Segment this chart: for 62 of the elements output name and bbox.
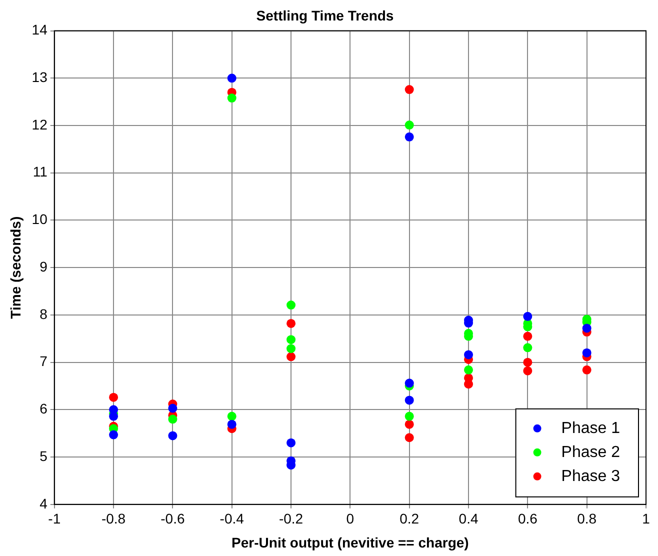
point (404, 378, 414, 388)
x-tick-label: -0.2 (278, 510, 304, 527)
y-tick-label: 14 (32, 22, 48, 38)
y-axis-title: Time (seconds) (7, 216, 24, 319)
point (168, 414, 178, 424)
x-tick-label: 1 (642, 510, 650, 527)
point (404, 396, 414, 405)
y-tick-label: 12 (32, 116, 48, 132)
x-axis-title: Per-Unit output (nevitive == charge) (232, 534, 469, 550)
x-tick-label: 0.4 (458, 510, 478, 527)
point (168, 404, 178, 413)
point (523, 358, 532, 367)
x-tick-label: 0.6 (518, 510, 538, 527)
legend-label: Phase 2 (561, 444, 620, 461)
y-tick-label: 8 (40, 306, 48, 322)
x-tick-label: -1 (48, 510, 61, 527)
point (404, 420, 414, 429)
y-tick-label: 9 (40, 258, 48, 274)
point (464, 380, 474, 389)
point (286, 335, 296, 344)
point (109, 392, 118, 402)
point (582, 348, 592, 358)
point (523, 366, 532, 376)
y-tick-label: 6 (40, 400, 48, 417)
x-tick-label: 0.2 (400, 510, 420, 527)
point (168, 431, 178, 440)
y-tick-label: 11 (32, 164, 48, 180)
x-tick-label: -0.6 (160, 510, 185, 527)
point (286, 344, 296, 354)
x-tick-label: -0.4 (220, 510, 244, 527)
y-tick-label: 7 (40, 353, 48, 370)
x-tick-label: -0.8 (101, 510, 126, 527)
point (227, 412, 236, 421)
legend-label: Phase 3 (561, 468, 620, 485)
point (227, 420, 236, 429)
point (286, 300, 296, 310)
point (109, 430, 118, 440)
y-tick-label: 13 (32, 69, 48, 86)
point (227, 94, 236, 103)
point (404, 433, 414, 442)
x-tick-label: 0 (346, 510, 354, 527)
chart-title: Settling Time Trends (256, 7, 394, 24)
y-tick-label: 5 (40, 448, 48, 464)
point (582, 324, 592, 333)
y-tick-label: 4 (40, 495, 48, 512)
point (404, 85, 414, 94)
point (582, 365, 592, 374)
legend-label: Phase 1 (561, 420, 620, 437)
point (464, 350, 474, 360)
point (286, 318, 296, 328)
point (404, 120, 414, 130)
point (523, 332, 532, 341)
point (227, 74, 236, 83)
point (286, 438, 296, 448)
x-tick-label: 0.8 (577, 510, 597, 527)
point (404, 132, 414, 142)
point (404, 412, 414, 421)
y-tick-label: 10 (32, 211, 48, 228)
point (523, 343, 532, 352)
point (464, 365, 474, 374)
point (523, 312, 532, 321)
point (286, 352, 296, 362)
